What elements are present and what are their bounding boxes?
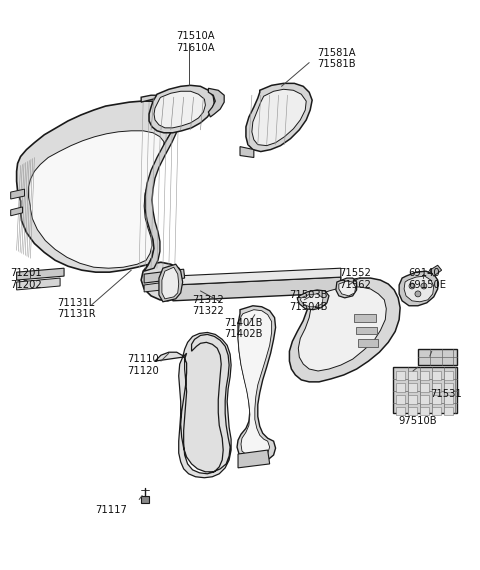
Text: 71510A
71610A: 71510A 71610A — [176, 31, 215, 52]
Polygon shape — [356, 327, 377, 335]
Text: 71401B
71402B: 71401B 71402B — [224, 317, 263, 339]
Polygon shape — [399, 271, 438, 306]
Polygon shape — [408, 394, 417, 404]
Polygon shape — [208, 88, 224, 117]
Polygon shape — [404, 276, 434, 302]
Circle shape — [409, 283, 415, 289]
Polygon shape — [149, 86, 214, 133]
Polygon shape — [336, 278, 357, 298]
Polygon shape — [298, 287, 386, 371]
Polygon shape — [420, 394, 429, 404]
Polygon shape — [444, 406, 453, 416]
Polygon shape — [420, 371, 429, 380]
Polygon shape — [173, 268, 341, 285]
Polygon shape — [154, 91, 205, 128]
Polygon shape — [17, 101, 186, 301]
Polygon shape — [11, 189, 24, 199]
Text: 71131L
71131R: 71131L 71131R — [57, 298, 96, 319]
Polygon shape — [396, 371, 405, 380]
Polygon shape — [252, 89, 306, 145]
Polygon shape — [432, 394, 441, 404]
Polygon shape — [289, 278, 400, 382]
Polygon shape — [358, 339, 378, 347]
Polygon shape — [144, 269, 185, 283]
Polygon shape — [238, 310, 272, 457]
Polygon shape — [17, 268, 64, 280]
Text: 71503B
71504B: 71503B 71504B — [289, 290, 328, 312]
Polygon shape — [408, 406, 417, 416]
Polygon shape — [430, 265, 442, 276]
Polygon shape — [444, 383, 453, 392]
Polygon shape — [11, 207, 23, 216]
Polygon shape — [432, 371, 441, 380]
Polygon shape — [408, 371, 417, 380]
Text: 69140
69150E: 69140 69150E — [408, 268, 446, 290]
Polygon shape — [144, 280, 180, 292]
Polygon shape — [162, 267, 179, 299]
Polygon shape — [354, 314, 376, 321]
Circle shape — [415, 291, 421, 297]
Text: 71117: 71117 — [96, 506, 128, 515]
Polygon shape — [393, 367, 457, 413]
Polygon shape — [155, 332, 231, 478]
Polygon shape — [420, 406, 429, 416]
Polygon shape — [432, 383, 441, 392]
Polygon shape — [408, 383, 417, 392]
Polygon shape — [173, 277, 341, 301]
Text: 71552
71562: 71552 71562 — [339, 268, 371, 290]
Text: 97510B: 97510B — [398, 417, 437, 426]
Text: 71312
71322: 71312 71322 — [192, 295, 224, 316]
Polygon shape — [396, 406, 405, 416]
Polygon shape — [141, 495, 149, 503]
Polygon shape — [246, 83, 312, 152]
Polygon shape — [141, 95, 182, 271]
Polygon shape — [297, 290, 329, 310]
Circle shape — [421, 283, 427, 289]
Polygon shape — [238, 450, 270, 468]
Polygon shape — [28, 131, 164, 268]
Polygon shape — [432, 406, 441, 416]
Polygon shape — [339, 281, 356, 296]
Polygon shape — [159, 264, 183, 302]
Text: 71581A
71581B: 71581A 71581B — [317, 48, 356, 70]
Polygon shape — [444, 394, 453, 404]
Text: 71110
71120: 71110 71120 — [127, 354, 159, 376]
Polygon shape — [418, 349, 457, 365]
Text: 71201
71202: 71201 71202 — [11, 268, 42, 290]
Polygon shape — [396, 394, 405, 404]
Polygon shape — [240, 146, 254, 157]
Polygon shape — [300, 294, 323, 307]
Polygon shape — [17, 278, 60, 290]
Text: 71531: 71531 — [430, 389, 462, 399]
Polygon shape — [396, 383, 405, 392]
Polygon shape — [420, 383, 429, 392]
Polygon shape — [444, 371, 453, 380]
Polygon shape — [237, 306, 276, 462]
